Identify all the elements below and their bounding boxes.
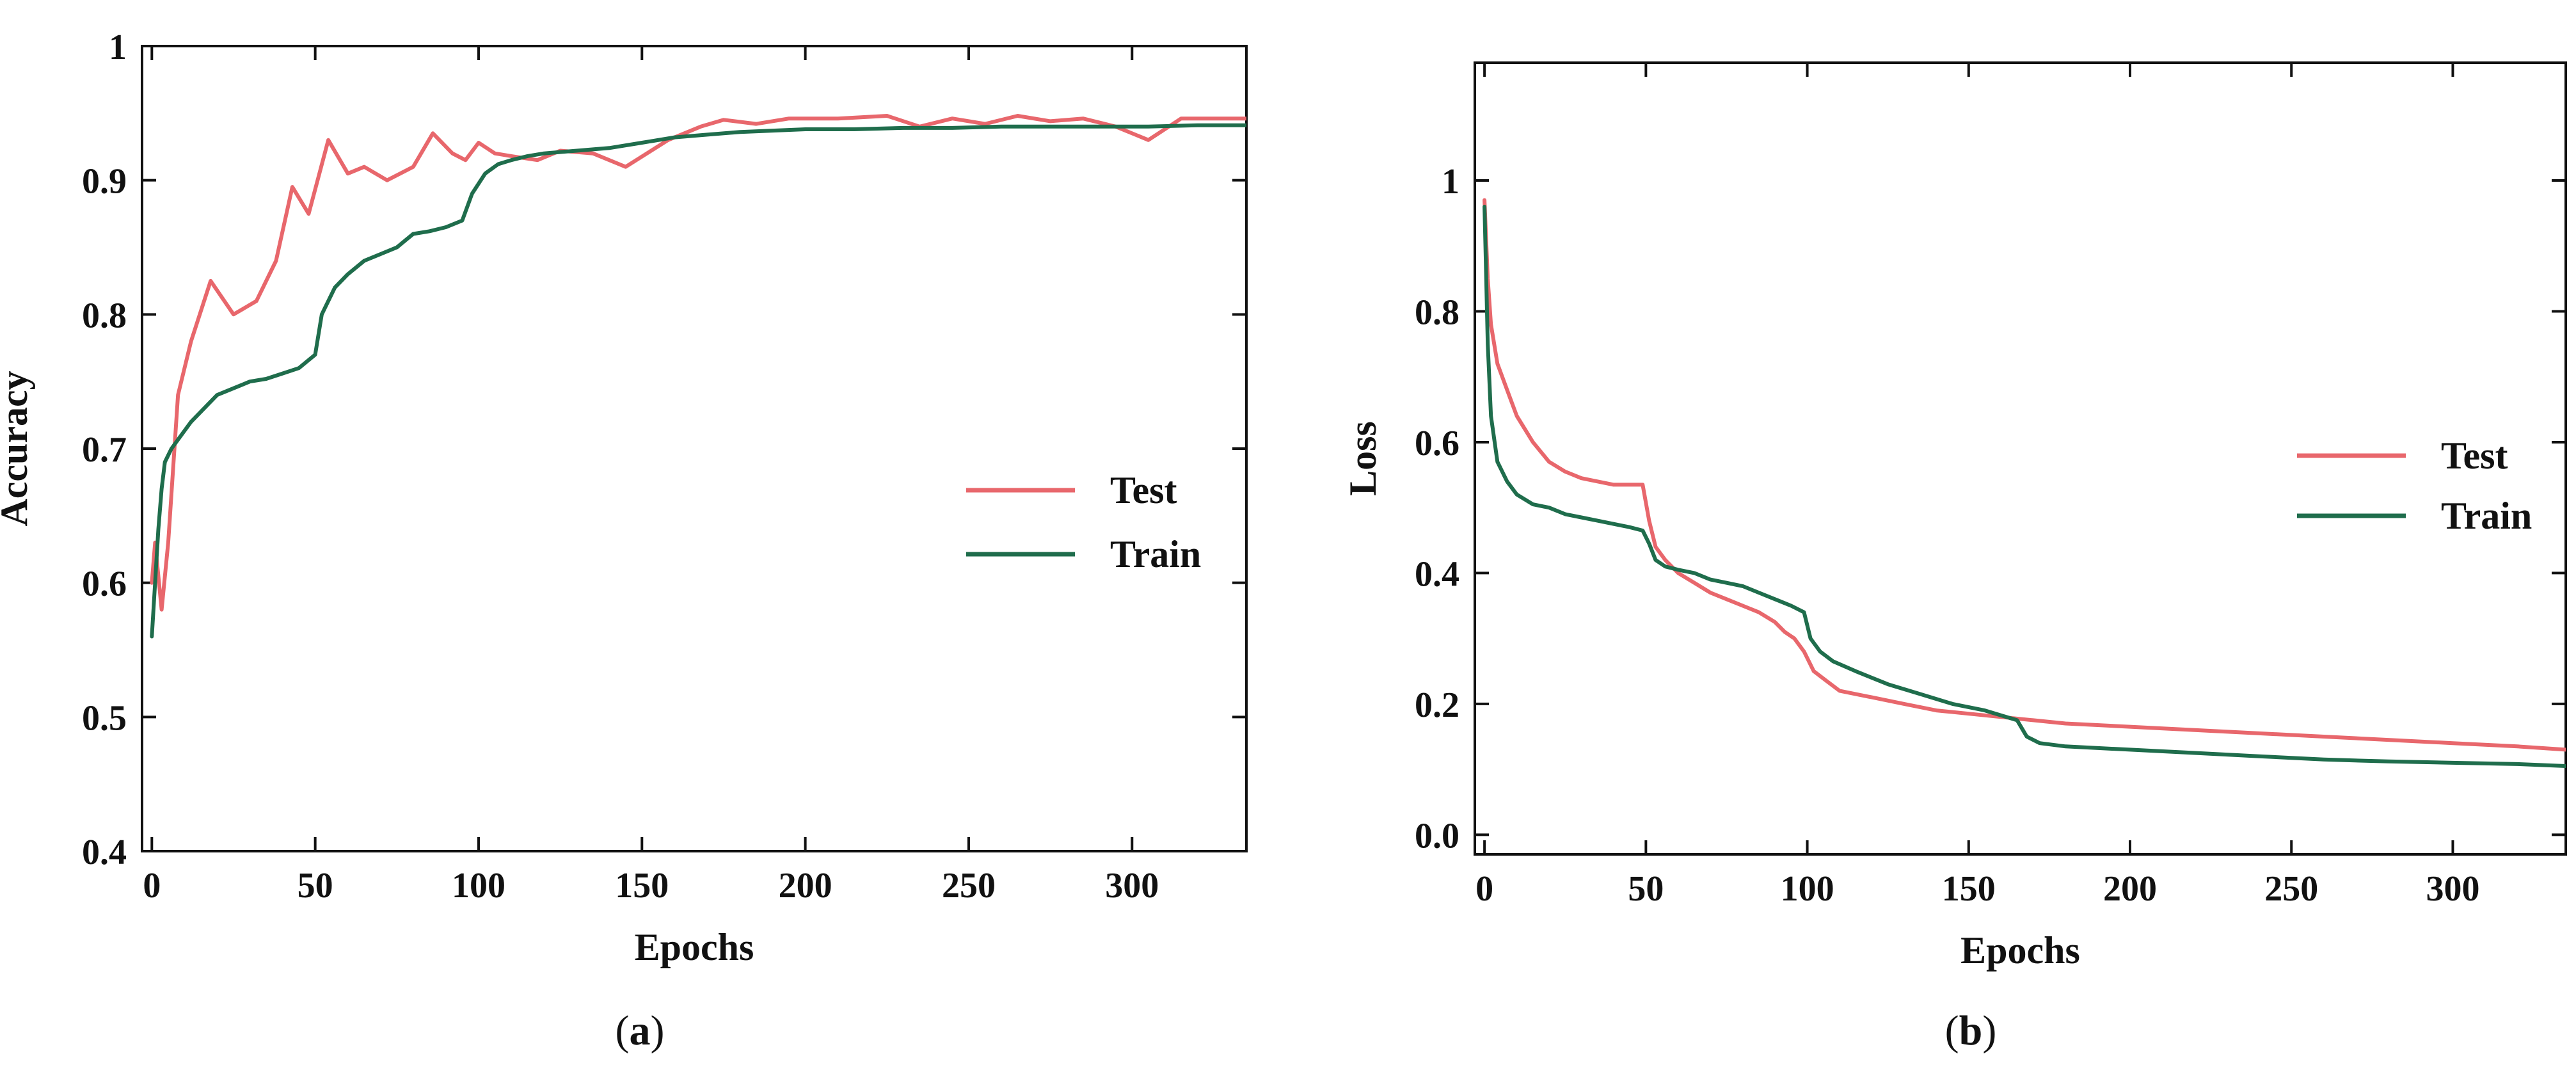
loss-chart: 0.0 0.2 0.4 0.6 0.8 1 0 50 100 150 200 250 300 Epochs… (1342, 61, 2567, 971)
x-tick-label-b: 50 (1628, 869, 1664, 909)
x-axis-label-a: Epochs (635, 926, 754, 968)
plot-frame-a (141, 45, 1248, 852)
x-tick-label-a: 150 (615, 866, 669, 906)
series-line-test-b (1483, 198, 2566, 752)
caption-b-close: ) (1982, 1007, 1996, 1054)
caption-a-close: ) (651, 1007, 665, 1054)
series-line-test-a (150, 114, 1246, 612)
x-tick-label-a: 0 (143, 866, 161, 906)
x-tick-label-a: 200 (779, 866, 832, 906)
y-tick-label-a: 0.4 (82, 833, 127, 872)
y-tick-label-a: 0.7 (82, 430, 127, 470)
x-tick-label-a: 50 (298, 866, 333, 906)
y-tick-label-b: 0.8 (1415, 292, 1459, 332)
x-tick-label-b: 200 (2103, 869, 2157, 909)
y-tick-label-a: 1 (109, 28, 127, 67)
y-tick-label-b: 0.6 (1415, 424, 1459, 463)
y-tick-label-b: 0.0 (1415, 816, 1459, 856)
series-line-train-a (150, 123, 1246, 639)
caption-a-open: ( (616, 1007, 630, 1054)
legend-label-train-a: Train (1110, 533, 1201, 575)
legend-label-train-b: Train (2441, 495, 2532, 537)
y-tick-label-a: 0.9 (82, 162, 127, 202)
caption-a-letter: a (630, 1007, 651, 1054)
caption-b: (b) (1945, 1007, 1997, 1054)
accuracy-chart: 0.4 0.5 0.6 0.7 0.8 0.9 1 0 50 100 150 200 250 300 Epo… (0, 28, 1248, 968)
y-tick-label-b: 0.4 (1415, 554, 1459, 594)
caption-b-letter: b (1959, 1007, 1983, 1054)
x-tick-label-b: 150 (1942, 869, 1996, 909)
y-tick-label-a: 0.6 (82, 564, 127, 604)
plot-frame-b (1474, 61, 2567, 856)
y-tick-label-b: 1 (1442, 162, 1459, 202)
x-tick-label-a: 100 (452, 866, 505, 906)
x-tick-label-b: 300 (2426, 869, 2479, 909)
y-axis-label-b: Loss (1342, 421, 1384, 496)
legend-label-test-b: Test (2441, 435, 2508, 477)
y-tick-label-a: 0.8 (82, 296, 127, 335)
x-axis-label-b: Epochs (1960, 929, 2080, 971)
x-tick-label-a: 300 (1105, 866, 1159, 906)
x-tick-label-b: 100 (1781, 869, 1834, 909)
y-tick-label-a: 0.5 (82, 698, 127, 738)
y-tick-label-b: 0.2 (1415, 685, 1459, 725)
series-line-train-b (1483, 204, 2566, 768)
legend-label-test-a: Test (1110, 469, 1177, 511)
y-axis-label-a: Accuracy (0, 371, 35, 526)
x-tick-label-a: 250 (942, 866, 996, 906)
caption-a: (a) (616, 1007, 665, 1054)
x-tick-label-b: 250 (2264, 869, 2318, 909)
caption-b-open: ( (1945, 1007, 1959, 1054)
x-tick-label-b: 0 (1475, 869, 1493, 909)
